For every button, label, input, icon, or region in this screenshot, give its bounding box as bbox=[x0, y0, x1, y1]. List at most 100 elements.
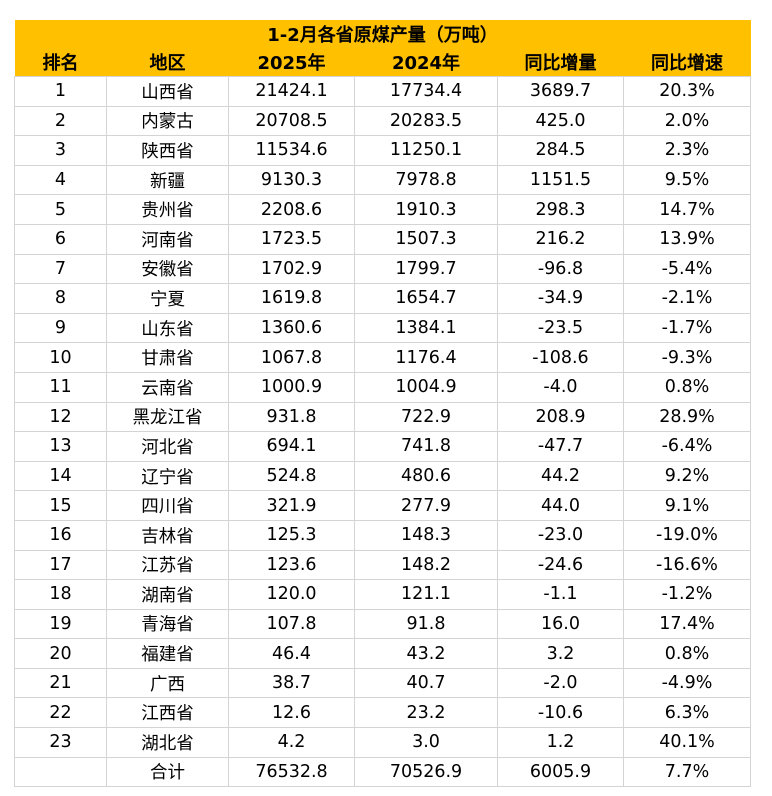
table-row: 19 青海省 107.8 91.8 16.0 17.4% bbox=[14, 608, 751, 640]
yoy-growth-cell: -9.3% bbox=[623, 342, 751, 373]
header-row: 排名 地区 2025年 2024年 同比增量 同比增速 bbox=[14, 48, 751, 77]
value-2024-cell: 1384.1 bbox=[354, 312, 498, 344]
table-row: 23 湖北省 4.2 3.0 1.2 40.1% bbox=[14, 727, 751, 758]
coal-output-table: 1-2月各省原煤产量（万吨） 排名 地区 2025年 2024年 同比增量 同比… bbox=[14, 20, 751, 788]
yoy-growth-cell: -1.7% bbox=[623, 312, 751, 344]
rank-cell: 11 bbox=[14, 371, 107, 403]
value-2025-cell: 11534.6 bbox=[228, 135, 355, 166]
value-2025-cell: 931.8 bbox=[228, 401, 355, 433]
value-2025-cell: 107.8 bbox=[228, 608, 355, 640]
yoy-increment-cell: 1151.5 bbox=[497, 164, 624, 196]
yoy-growth-cell: -6.4% bbox=[623, 431, 751, 462]
value-2025-cell: 20708.5 bbox=[228, 105, 355, 137]
table-row: 10 甘肃省 1067.8 1176.4 -108.6 -9.3% bbox=[14, 342, 751, 373]
yoy-increment-cell: 44.0 bbox=[497, 490, 624, 521]
table-row: 7 安徽省 1702.9 1799.7 -96.8 -5.4% bbox=[14, 253, 751, 285]
value-2025-cell: 1000.9 bbox=[228, 371, 355, 403]
table-body: 1 山西省 21424.1 17734.4 3689.7 20.3% 2 内蒙古 20708.5… bbox=[14, 76, 751, 788]
yoy-growth-cell: 2.3% bbox=[623, 135, 751, 166]
value-2024-cell: 1799.7 bbox=[354, 253, 498, 285]
coal-output-table-container: 1-2月各省原煤产量（万吨） 排名 地区 2025年 2024年 同比增量 同比… bbox=[14, 20, 751, 788]
header-2024: 2024年 bbox=[354, 48, 498, 77]
yoy-growth-cell: 28.9% bbox=[623, 401, 751, 433]
rank-cell: 21 bbox=[14, 667, 107, 699]
table-row: 22 江西省 12.6 23.2 -10.6 6.3% bbox=[14, 697, 751, 729]
yoy-increment-cell: -24.6 bbox=[497, 549, 624, 581]
yoy-increment-cell: -4.0 bbox=[497, 371, 624, 403]
total-rank-cell bbox=[14, 756, 107, 788]
yoy-increment-cell: 1.2 bbox=[497, 727, 624, 758]
header-yoy-growth: 同比增速 bbox=[623, 48, 751, 77]
yoy-growth-cell: -19.0% bbox=[623, 519, 751, 551]
region-cell: 安徽省 bbox=[106, 253, 229, 285]
value-2025-cell: 1619.8 bbox=[228, 283, 355, 314]
region-cell: 新疆 bbox=[106, 164, 229, 196]
region-cell: 陕西省 bbox=[106, 135, 229, 166]
rank-cell: 6 bbox=[14, 223, 107, 255]
rank-cell: 14 bbox=[14, 460, 107, 492]
table-row: 18 湖南省 120.0 121.1 -1.1 -1.2% bbox=[14, 579, 751, 610]
value-2024-cell: 7978.8 bbox=[354, 164, 498, 196]
table-row: 13 河北省 694.1 741.8 -47.7 -6.4% bbox=[14, 431, 751, 462]
value-2024-cell: 1507.3 bbox=[354, 223, 498, 255]
table-row: 16 吉林省 125.3 148.3 -23.0 -19.0% bbox=[14, 519, 751, 551]
header-yoy-increment: 同比增量 bbox=[497, 48, 624, 77]
yoy-increment-cell: -1.1 bbox=[497, 579, 624, 610]
yoy-increment-cell: 44.2 bbox=[497, 460, 624, 492]
value-2025-cell: 1360.6 bbox=[228, 312, 355, 344]
rank-cell: 12 bbox=[14, 401, 107, 433]
table-row: 15 四川省 321.9 277.9 44.0 9.1% bbox=[14, 490, 751, 521]
region-cell: 湖南省 bbox=[106, 579, 229, 610]
yoy-growth-cell: 0.8% bbox=[623, 371, 751, 403]
total-region-cell: 合计 bbox=[106, 756, 229, 788]
value-2025-cell: 1702.9 bbox=[228, 253, 355, 285]
total-yoy-increment-cell: 6005.9 bbox=[497, 756, 624, 788]
table-row: 8 宁夏 1619.8 1654.7 -34.9 -2.1% bbox=[14, 283, 751, 314]
total-yoy-growth-cell: 7.7% bbox=[623, 756, 751, 788]
table-row: 9 山东省 1360.6 1384.1 -23.5 -1.7% bbox=[14, 312, 751, 344]
region-cell: 湖北省 bbox=[106, 727, 229, 758]
value-2024-cell: 40.7 bbox=[354, 667, 498, 699]
yoy-increment-cell: -34.9 bbox=[497, 283, 624, 314]
region-cell: 江西省 bbox=[106, 697, 229, 729]
value-2025-cell: 1723.5 bbox=[228, 223, 355, 255]
region-cell: 山东省 bbox=[106, 312, 229, 344]
rank-cell: 16 bbox=[14, 519, 107, 551]
region-cell: 黑龙江省 bbox=[106, 401, 229, 433]
value-2025-cell: 321.9 bbox=[228, 490, 355, 521]
rank-cell: 22 bbox=[14, 697, 107, 729]
table-row: 4 新疆 9130.3 7978.8 1151.5 9.5% bbox=[14, 164, 751, 196]
rank-cell: 18 bbox=[14, 579, 107, 610]
yoy-growth-cell: -4.9% bbox=[623, 667, 751, 699]
table-row: 12 黑龙江省 931.8 722.9 208.9 28.9% bbox=[14, 401, 751, 433]
rank-cell: 20 bbox=[14, 638, 107, 669]
total-value-2025-cell: 76532.8 bbox=[228, 756, 355, 788]
table-row: 11 云南省 1000.9 1004.9 -4.0 0.8% bbox=[14, 371, 751, 403]
value-2025-cell: 46.4 bbox=[228, 638, 355, 669]
value-2024-cell: 3.0 bbox=[354, 727, 498, 758]
rank-cell: 13 bbox=[14, 431, 107, 462]
yoy-growth-cell: 9.1% bbox=[623, 490, 751, 521]
value-2024-cell: 741.8 bbox=[354, 431, 498, 462]
yoy-growth-cell: -2.1% bbox=[623, 283, 751, 314]
total-row: 合计 76532.8 70526.9 6005.9 7.7% bbox=[14, 756, 751, 788]
value-2024-cell: 480.6 bbox=[354, 460, 498, 492]
region-cell: 青海省 bbox=[106, 608, 229, 640]
rank-cell: 10 bbox=[14, 342, 107, 373]
total-value-2024-cell: 70526.9 bbox=[354, 756, 498, 788]
yoy-growth-cell: 40.1% bbox=[623, 727, 751, 758]
value-2025-cell: 120.0 bbox=[228, 579, 355, 610]
yoy-increment-cell: 216.2 bbox=[497, 223, 624, 255]
rank-cell: 9 bbox=[14, 312, 107, 344]
yoy-increment-cell: -23.5 bbox=[497, 312, 624, 344]
yoy-growth-cell: -1.2% bbox=[623, 579, 751, 610]
region-cell: 河南省 bbox=[106, 223, 229, 255]
yoy-increment-cell: -23.0 bbox=[497, 519, 624, 551]
rank-cell: 8 bbox=[14, 283, 107, 314]
value-2025-cell: 524.8 bbox=[228, 460, 355, 492]
value-2024-cell: 1176.4 bbox=[354, 342, 498, 373]
value-2024-cell: 148.2 bbox=[354, 549, 498, 581]
yoy-increment-cell: -2.0 bbox=[497, 667, 624, 699]
table-row: 3 陕西省 11534.6 11250.1 284.5 2.3% bbox=[14, 135, 751, 166]
rank-cell: 7 bbox=[14, 253, 107, 285]
